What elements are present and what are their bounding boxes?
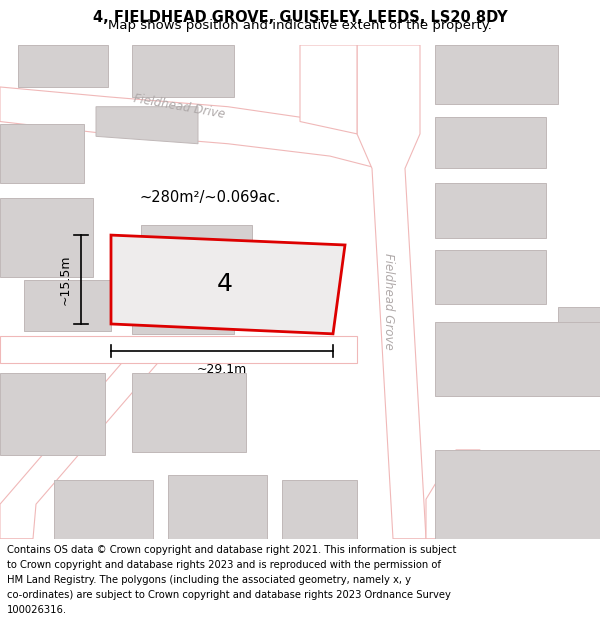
Text: ~29.1m: ~29.1m <box>197 364 247 376</box>
Text: co-ordinates) are subject to Crown copyright and database rights 2023 Ordnance S: co-ordinates) are subject to Crown copyr… <box>7 590 451 600</box>
Polygon shape <box>435 45 558 104</box>
Text: ~15.5m: ~15.5m <box>59 254 72 305</box>
Polygon shape <box>282 479 357 539</box>
Polygon shape <box>18 45 108 87</box>
Polygon shape <box>558 307 600 321</box>
Polygon shape <box>435 321 600 396</box>
Polygon shape <box>426 450 480 539</box>
Text: Contains OS data © Crown copyright and database right 2021. This information is : Contains OS data © Crown copyright and d… <box>7 545 457 555</box>
Polygon shape <box>132 373 246 452</box>
Polygon shape <box>0 351 168 539</box>
Polygon shape <box>0 373 105 455</box>
Polygon shape <box>435 183 546 238</box>
Polygon shape <box>168 474 267 539</box>
Polygon shape <box>54 479 153 539</box>
Text: 4: 4 <box>217 272 233 296</box>
Polygon shape <box>132 282 234 334</box>
Polygon shape <box>96 107 198 144</box>
Polygon shape <box>0 124 84 183</box>
Polygon shape <box>111 235 345 334</box>
Polygon shape <box>0 87 378 168</box>
Polygon shape <box>435 450 600 539</box>
Text: Map shows position and indicative extent of the property.: Map shows position and indicative extent… <box>108 19 492 31</box>
Polygon shape <box>435 117 546 168</box>
Polygon shape <box>141 225 252 274</box>
Polygon shape <box>24 279 111 331</box>
Text: ~280m²/~0.069ac.: ~280m²/~0.069ac. <box>139 191 281 206</box>
Text: Fieldhead Grove: Fieldhead Grove <box>382 253 395 350</box>
Text: to Crown copyright and database rights 2023 and is reproduced with the permissio: to Crown copyright and database rights 2… <box>7 560 441 570</box>
Text: 100026316.: 100026316. <box>7 605 67 615</box>
Polygon shape <box>132 45 234 97</box>
Polygon shape <box>0 198 93 277</box>
Polygon shape <box>300 45 357 134</box>
Polygon shape <box>0 336 357 364</box>
Text: Fieldhead Drive: Fieldhead Drive <box>132 92 226 121</box>
Text: HM Land Registry. The polygons (including the associated geometry, namely x, y: HM Land Registry. The polygons (includin… <box>7 575 411 585</box>
Polygon shape <box>357 45 426 539</box>
Polygon shape <box>435 250 546 304</box>
Text: 4, FIELDHEAD GROVE, GUISELEY, LEEDS, LS20 8DY: 4, FIELDHEAD GROVE, GUISELEY, LEEDS, LS2… <box>92 10 508 25</box>
